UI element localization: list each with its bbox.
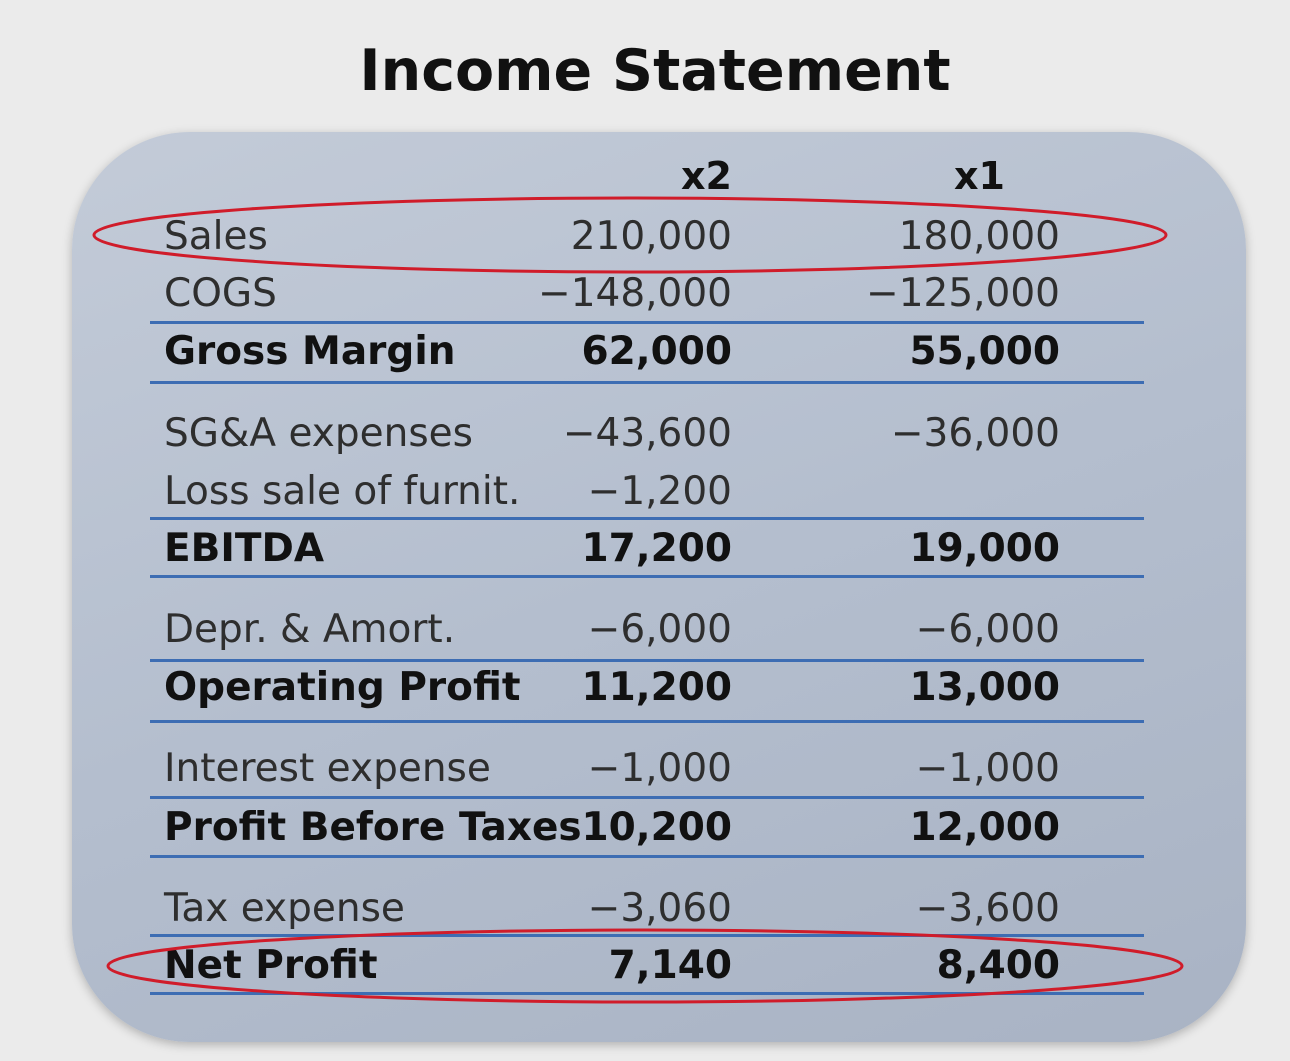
row-value-profit-before-taxes-x1: 12,000 — [909, 805, 1061, 850]
row-value-gross-margin-x1: 55,000 — [909, 329, 1061, 374]
row-value-sga-x2: −43,600 — [562, 411, 732, 456]
rule-line — [150, 796, 1144, 799]
row-value-tax-expense-x2: −3,060 — [587, 886, 732, 931]
row-value-cogs-x1: −125,000 — [866, 271, 1060, 316]
row-value-operating-profit-x1: 13,000 — [909, 665, 1061, 710]
statement-card — [72, 132, 1246, 1042]
row-value-net-profit-x1: 8,400 — [936, 943, 1060, 988]
row-label-cogs: COGS — [164, 271, 277, 316]
row-value-loss-sale-x2: −1,200 — [587, 469, 732, 514]
page-title: Income Statement — [359, 38, 951, 104]
row-value-gross-margin-x2: 62,000 — [581, 329, 733, 374]
row-label-sales: Sales — [164, 214, 268, 259]
row-value-sga-x1: −36,000 — [890, 411, 1060, 456]
row-value-depr-amort-x2: −6,000 — [587, 607, 732, 652]
row-value-ebitda-x2: 17,200 — [581, 526, 733, 571]
row-value-tax-expense-x1: −3,600 — [915, 886, 1060, 931]
row-value-net-profit-x2: 7,140 — [608, 943, 732, 988]
column-header-x1: x1 — [954, 154, 1005, 198]
rule-line — [150, 659, 1144, 662]
row-label-net-profit: Net Profit — [164, 943, 378, 988]
row-value-interest-expense-x1: −1,000 — [915, 746, 1060, 791]
row-value-operating-profit-x2: 11,200 — [581, 665, 733, 710]
row-label-gross-margin: Gross Margin — [164, 329, 456, 374]
row-value-interest-expense-x2: −1,000 — [587, 746, 732, 791]
rule-line — [150, 321, 1144, 324]
row-value-ebitda-x1: 19,000 — [909, 526, 1061, 571]
row-label-interest-expense: Interest expense — [164, 746, 491, 791]
rule-line — [150, 575, 1144, 578]
row-label-tax-expense: Tax expense — [164, 886, 405, 931]
rule-line — [150, 855, 1144, 858]
row-label-operating-profit: Operating Profit — [164, 665, 521, 710]
row-label-sga: SG&A expenses — [164, 411, 473, 456]
row-label-ebitda: EBITDA — [164, 526, 325, 571]
row-value-sales-x1: 180,000 — [898, 214, 1060, 259]
row-label-profit-before-taxes: Profit Before Taxes — [164, 805, 582, 850]
row-label-loss-sale: Loss sale of furnit. — [164, 469, 521, 514]
row-value-sales-x2: 210,000 — [570, 214, 732, 259]
rule-line — [150, 517, 1144, 520]
rule-line — [150, 720, 1144, 723]
rule-line — [150, 381, 1144, 384]
column-header-x2: x2 — [681, 154, 732, 198]
row-value-depr-amort-x1: −6,000 — [915, 607, 1060, 652]
row-value-profit-before-taxes-x2: 10,200 — [581, 805, 733, 850]
row-label-depr-amort: Depr. & Amort. — [164, 607, 456, 652]
rule-line — [150, 992, 1144, 995]
row-value-cogs-x2: −148,000 — [538, 271, 732, 316]
rule-line — [150, 934, 1144, 937]
